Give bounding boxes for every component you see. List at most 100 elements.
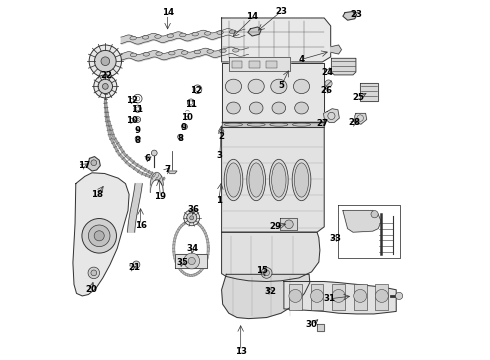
- Text: 27: 27: [317, 119, 328, 128]
- Circle shape: [91, 270, 97, 276]
- Text: 23: 23: [275, 7, 287, 16]
- Text: 7: 7: [165, 166, 171, 175]
- Polygon shape: [360, 83, 378, 101]
- Text: 23: 23: [351, 10, 363, 19]
- Text: 1: 1: [216, 197, 221, 205]
- Ellipse shape: [130, 53, 137, 57]
- Text: 11: 11: [131, 105, 143, 114]
- Ellipse shape: [292, 159, 311, 201]
- Polygon shape: [280, 218, 297, 230]
- Text: 18: 18: [92, 190, 103, 199]
- Ellipse shape: [229, 30, 236, 33]
- Bar: [375, 284, 388, 310]
- Ellipse shape: [155, 35, 161, 39]
- Polygon shape: [168, 171, 177, 174]
- Circle shape: [102, 84, 108, 89]
- Ellipse shape: [294, 79, 310, 94]
- Ellipse shape: [179, 33, 186, 37]
- Polygon shape: [248, 27, 261, 36]
- Text: 10: 10: [125, 116, 138, 125]
- Polygon shape: [331, 45, 342, 54]
- Ellipse shape: [270, 159, 288, 201]
- Circle shape: [95, 50, 116, 72]
- Text: 4: 4: [298, 55, 305, 64]
- Circle shape: [289, 289, 302, 302]
- Text: 15: 15: [256, 266, 268, 275]
- Ellipse shape: [192, 32, 198, 36]
- Circle shape: [395, 292, 403, 300]
- Circle shape: [98, 79, 113, 94]
- Text: 14: 14: [246, 12, 258, 21]
- Ellipse shape: [169, 51, 175, 55]
- Text: 33: 33: [329, 234, 341, 243]
- Bar: [232, 61, 243, 68]
- Text: 22: 22: [100, 71, 112, 80]
- Circle shape: [375, 289, 388, 302]
- Text: 29: 29: [270, 222, 282, 231]
- Ellipse shape: [271, 163, 286, 197]
- Polygon shape: [221, 18, 331, 62]
- Circle shape: [325, 80, 332, 87]
- Ellipse shape: [194, 50, 200, 54]
- Polygon shape: [73, 173, 129, 296]
- Bar: [249, 61, 260, 68]
- Text: 12: 12: [125, 96, 138, 105]
- Ellipse shape: [224, 159, 243, 201]
- Text: 30: 30: [306, 320, 318, 329]
- Ellipse shape: [272, 102, 286, 114]
- Bar: [266, 61, 277, 68]
- Text: 8: 8: [177, 134, 183, 143]
- Circle shape: [94, 75, 117, 98]
- Text: 31: 31: [323, 294, 336, 303]
- Circle shape: [261, 267, 272, 278]
- Ellipse shape: [271, 79, 287, 94]
- Ellipse shape: [227, 102, 240, 114]
- Text: 17: 17: [77, 161, 90, 170]
- Circle shape: [187, 213, 197, 223]
- Ellipse shape: [220, 49, 226, 53]
- Text: 3: 3: [217, 151, 223, 160]
- Text: 19: 19: [154, 192, 167, 201]
- Polygon shape: [150, 172, 163, 193]
- Circle shape: [188, 257, 196, 265]
- Circle shape: [88, 267, 99, 279]
- Ellipse shape: [143, 53, 149, 56]
- Ellipse shape: [130, 36, 136, 40]
- Polygon shape: [221, 63, 324, 123]
- Circle shape: [311, 289, 323, 302]
- Bar: [289, 284, 302, 310]
- Bar: [354, 284, 367, 310]
- Ellipse shape: [204, 32, 211, 35]
- Polygon shape: [343, 12, 357, 20]
- Circle shape: [184, 253, 199, 269]
- Circle shape: [190, 216, 194, 220]
- Ellipse shape: [247, 159, 266, 201]
- Circle shape: [133, 261, 140, 268]
- Text: 26: 26: [320, 86, 332, 95]
- Ellipse shape: [249, 102, 263, 114]
- Ellipse shape: [181, 51, 188, 54]
- Text: 34: 34: [187, 244, 199, 253]
- Polygon shape: [221, 232, 320, 282]
- Text: 13: 13: [235, 346, 246, 356]
- Ellipse shape: [294, 102, 308, 114]
- Ellipse shape: [249, 163, 263, 197]
- Text: 20: 20: [85, 285, 97, 294]
- Circle shape: [88, 225, 110, 247]
- Polygon shape: [221, 122, 324, 127]
- Text: 8: 8: [134, 136, 140, 145]
- Circle shape: [332, 289, 345, 302]
- Text: 12: 12: [191, 86, 202, 95]
- Circle shape: [285, 220, 293, 229]
- Polygon shape: [343, 211, 381, 232]
- Circle shape: [371, 211, 378, 218]
- Polygon shape: [229, 57, 290, 71]
- Text: 28: 28: [349, 118, 361, 127]
- Ellipse shape: [226, 163, 241, 197]
- Ellipse shape: [142, 36, 149, 39]
- Ellipse shape: [156, 52, 162, 55]
- Text: 6: 6: [145, 154, 151, 163]
- Ellipse shape: [225, 79, 242, 94]
- Polygon shape: [221, 274, 310, 319]
- Text: 10: 10: [181, 112, 194, 122]
